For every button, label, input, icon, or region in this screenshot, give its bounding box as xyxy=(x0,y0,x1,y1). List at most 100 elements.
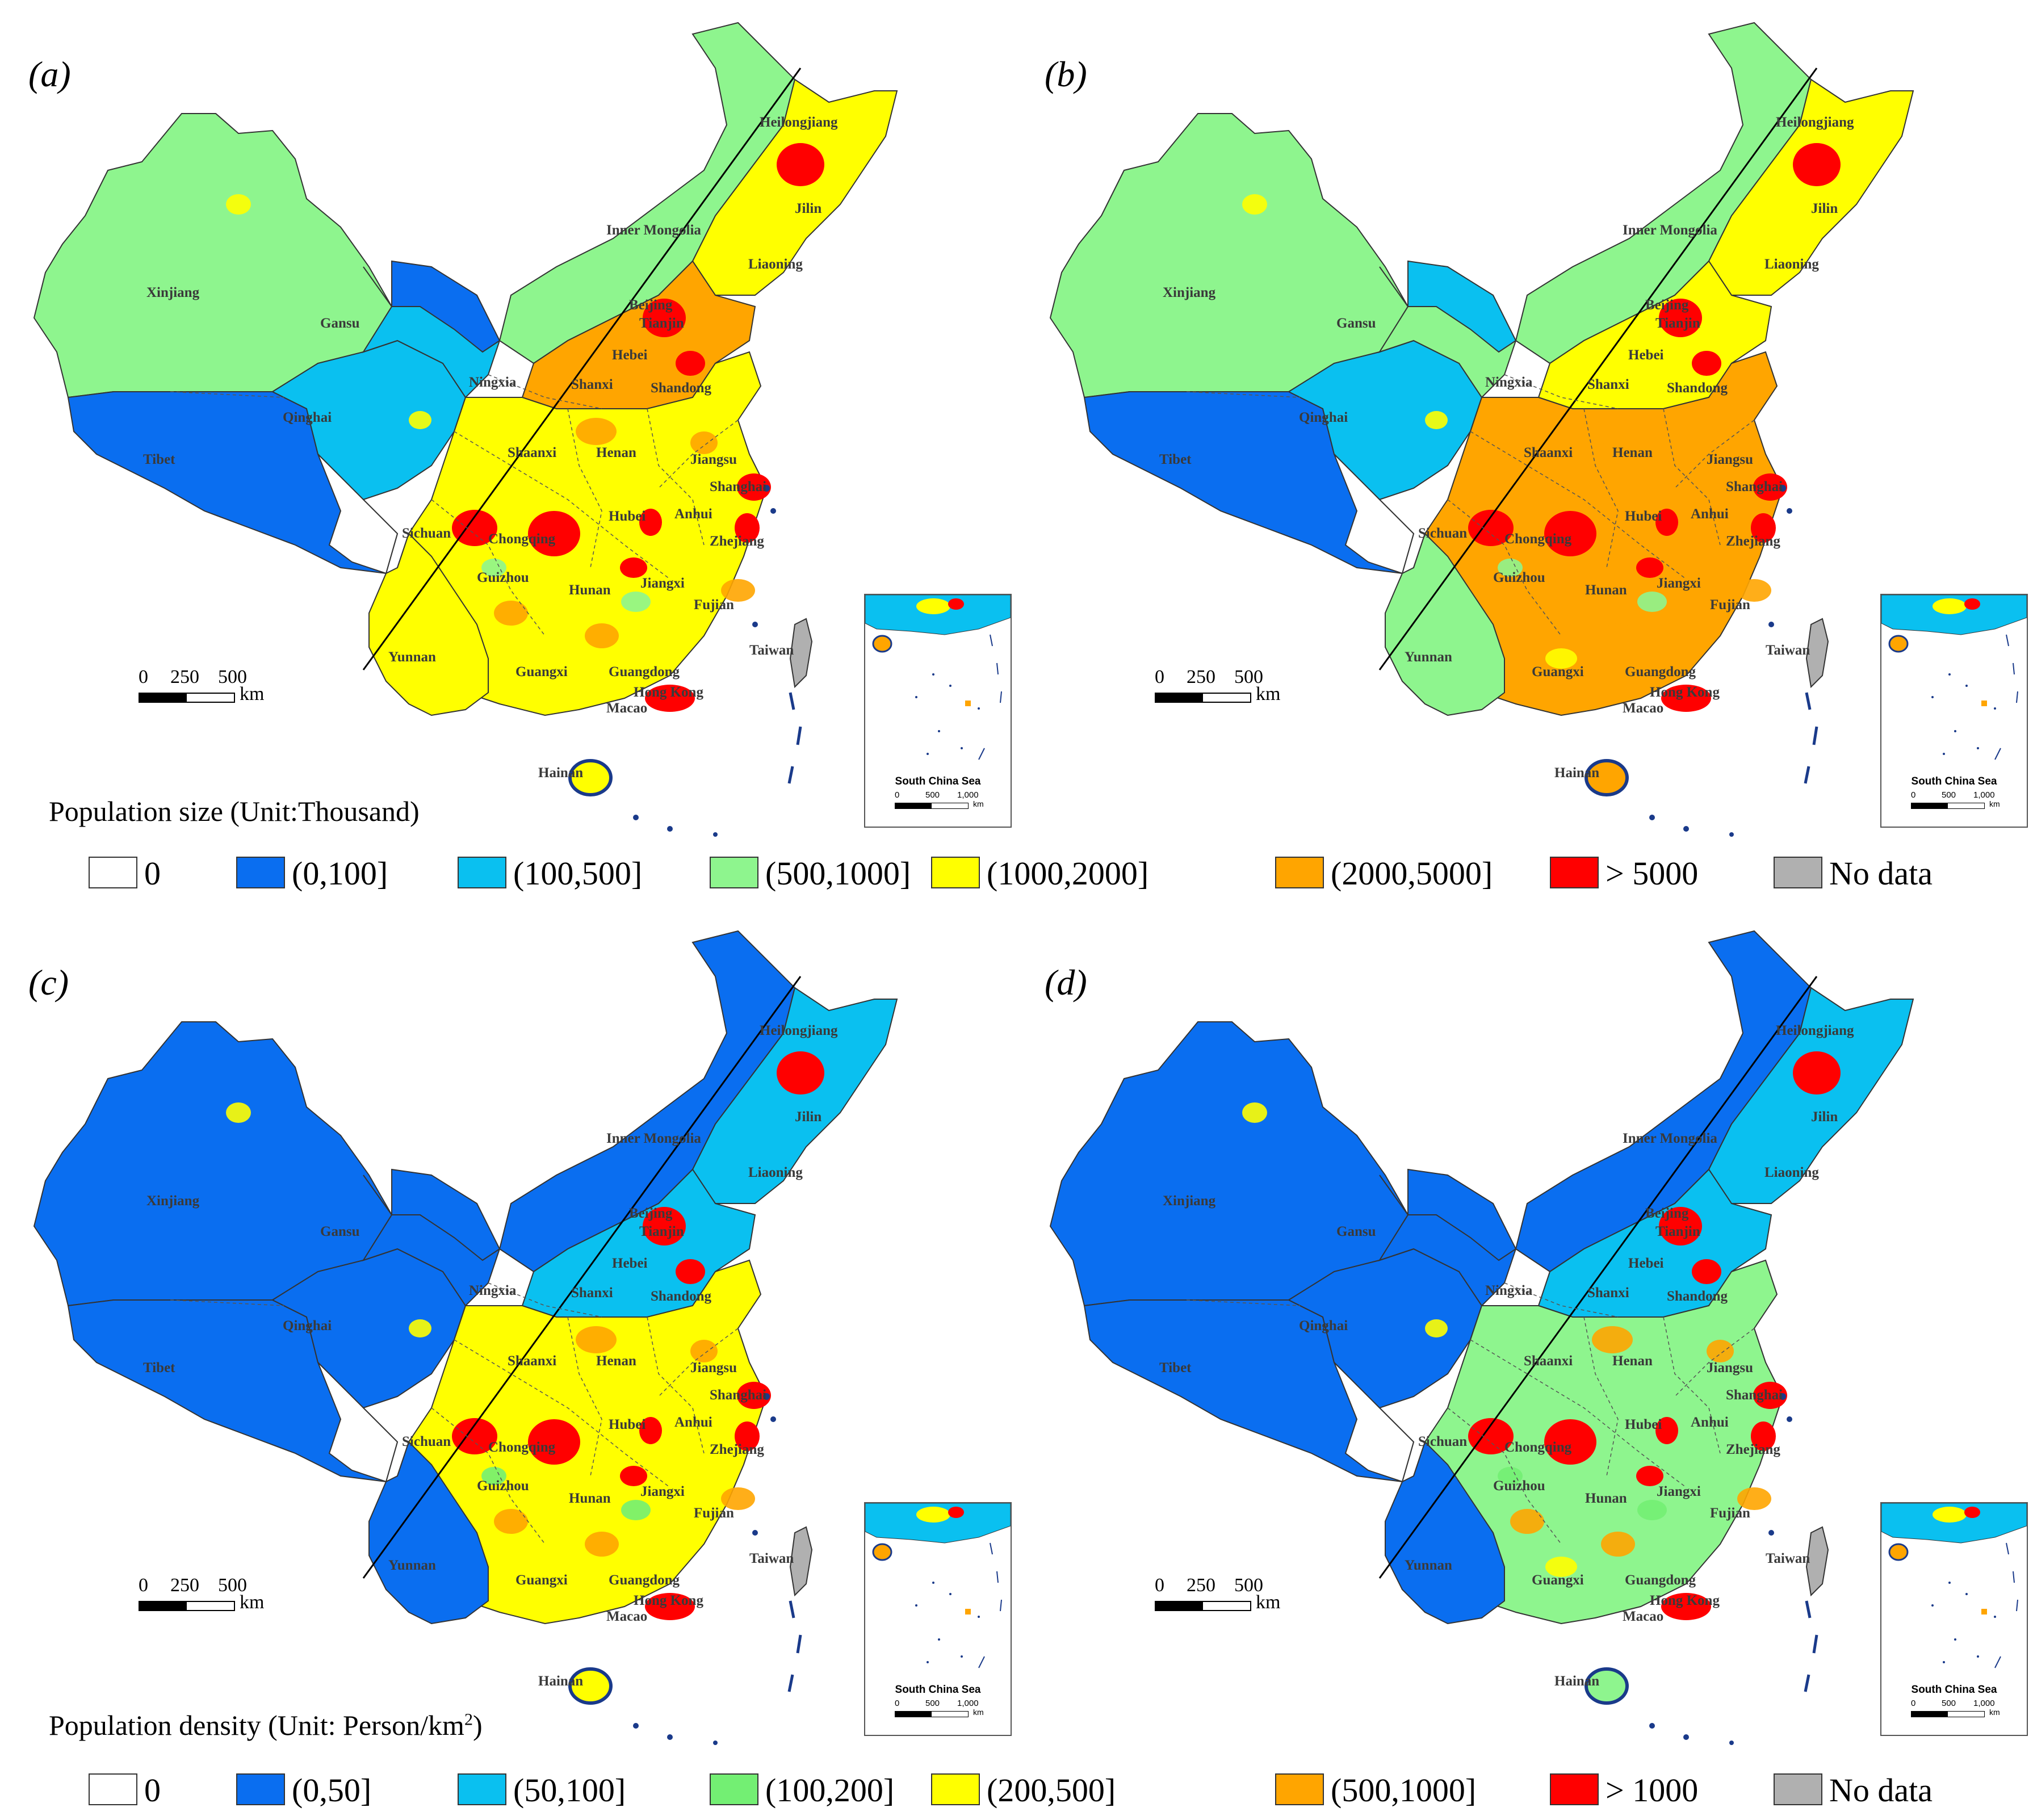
province-label: Gansu xyxy=(320,316,360,331)
legend-label: (500,1000] xyxy=(765,855,911,892)
province-label: Shanghai xyxy=(1726,479,1783,494)
province-label: Shanxi xyxy=(571,377,613,392)
scale-bar: 0 250 500 km xyxy=(139,666,265,704)
province-label: Fujian xyxy=(1710,597,1750,613)
province-label: Inner Mongolia xyxy=(1623,223,1717,238)
province-label: Gansu xyxy=(320,1224,360,1239)
province-label: Tianjin xyxy=(639,316,684,331)
south-china-sea-inset: South China Sea 0 500 1,000 km xyxy=(864,594,1012,828)
province-label: Hainan xyxy=(538,1674,584,1689)
china-map xyxy=(33,22,898,837)
province-label: Jiangxi xyxy=(1657,576,1701,591)
province-label: Jilin xyxy=(795,201,822,216)
province-label: Chongqing xyxy=(488,531,556,547)
province-label: Hebei xyxy=(612,1256,648,1271)
coastline-islands xyxy=(633,1393,776,1745)
province-label: Guangdong xyxy=(1625,1572,1696,1588)
province-label: Ningxia xyxy=(1485,375,1533,390)
province-label: Guizhou xyxy=(477,1478,529,1494)
hu-line xyxy=(1378,68,1818,670)
province-label: Beijing xyxy=(1645,297,1689,313)
legend-swatch xyxy=(236,857,285,888)
province-label: Heilongjiang xyxy=(760,1023,838,1038)
province-label: Shanxi xyxy=(571,1285,613,1301)
province-label: Liaoning xyxy=(1764,257,1819,272)
legend-swatch xyxy=(1550,1773,1599,1805)
legend-size: 0 (0,100] (100,500] (500,1000] (1000,2000] (2… xyxy=(0,854,2033,894)
province-label: Tianjin xyxy=(1655,316,1700,331)
region-xinjiang xyxy=(1049,1021,1409,1307)
province-label: Shaanxi xyxy=(508,1353,557,1369)
green-patches xyxy=(481,1467,651,1520)
province-label: Beijing xyxy=(629,297,673,313)
region-empty xyxy=(1334,454,1415,574)
province-label: Hebei xyxy=(612,347,648,363)
legend-swatch xyxy=(236,1773,285,1805)
map-panel-b: (b) Heilongjiang Jilin Liaoning Inner Mongol… xyxy=(1016,0,2032,840)
province-label: Zhejiang xyxy=(1726,534,1780,549)
legend-label: No data xyxy=(1829,1772,1933,1809)
province-label: Sichuan xyxy=(1418,1434,1468,1449)
legend-swatch xyxy=(458,1773,506,1805)
province-label: Tianjin xyxy=(1655,1224,1700,1239)
region-northwest-block xyxy=(1407,1168,1517,1261)
region-hainan xyxy=(568,759,613,796)
province-label: Hunan xyxy=(569,1491,611,1506)
legend-swatch xyxy=(89,857,137,888)
legend-swatch xyxy=(1275,1773,1324,1805)
legend-density-title: Population density (Unit: Person/km2) xyxy=(49,1709,483,1741)
province-borders xyxy=(170,374,739,636)
panel-letter: (b) xyxy=(1045,54,1087,94)
province-label: Macao xyxy=(1623,1609,1664,1624)
inset-map xyxy=(865,595,1011,760)
province-label: Guizhou xyxy=(1493,570,1545,585)
legend-label: (50,100] xyxy=(513,1772,626,1809)
province-label: Qinghai xyxy=(1299,1318,1348,1333)
region-taiwan xyxy=(1805,1526,1829,1597)
inset-map xyxy=(1881,1503,2027,1668)
province-label: Jiangsu xyxy=(690,452,737,467)
province-label: Tianjin xyxy=(639,1224,684,1239)
province-label: Anhui xyxy=(674,506,712,522)
province-label: Gansu xyxy=(1336,316,1376,331)
province-label: Heilongjiang xyxy=(1776,1023,1854,1038)
legend-label: (0,50] xyxy=(292,1772,372,1809)
province-label: Xinjiang xyxy=(146,285,200,300)
province-label: Guangdong xyxy=(609,664,680,680)
province-label: Taiwan xyxy=(749,1551,794,1566)
orange-patches xyxy=(1510,418,1771,648)
legend-label: 0 xyxy=(144,855,161,892)
province-label: Xinjiang xyxy=(146,1193,200,1209)
province-label: Anhui xyxy=(674,1415,712,1430)
coastline-islands xyxy=(633,485,776,837)
scale-bar: 0 250 500 km xyxy=(139,1575,265,1613)
region-northeast xyxy=(1708,78,1914,296)
province-label: Henan xyxy=(596,1353,636,1369)
hotspots xyxy=(452,1051,824,1620)
province-label: Inner Mongolia xyxy=(1623,1131,1717,1146)
province-label: Hong Kong xyxy=(1650,685,1720,700)
province-label: Shanxi xyxy=(1587,377,1629,392)
region-empty xyxy=(317,454,399,574)
province-label: Heilongjiang xyxy=(1776,115,1854,130)
province-borders xyxy=(1186,1282,1755,1545)
province-label: Qinghai xyxy=(283,1318,332,1333)
province-label: Gansu xyxy=(1336,1224,1376,1239)
province-label: Chongqing xyxy=(1504,531,1572,547)
province-label: Anhui xyxy=(1691,1415,1729,1430)
province-label: Macao xyxy=(606,1609,648,1624)
province-label: Jilin xyxy=(795,1109,822,1125)
province-label: Jiangxi xyxy=(1657,1484,1701,1499)
province-label: Liaoning xyxy=(1764,1165,1819,1180)
province-label: Hainan xyxy=(538,765,584,781)
province-label: Beijing xyxy=(629,1206,673,1221)
province-label: Shandong xyxy=(1667,1289,1728,1304)
hu-line xyxy=(1378,976,1818,1579)
province-label: Beijing xyxy=(1645,1206,1689,1221)
province-label: Shaanxi xyxy=(1524,445,1573,460)
province-label: Heilongjiang xyxy=(760,115,838,130)
province-label: Hebei xyxy=(1628,1256,1664,1271)
province-label: Hubei xyxy=(609,1417,646,1432)
province-label: Jiangsu xyxy=(1707,1360,1753,1376)
province-label: Ningxia xyxy=(1485,1283,1533,1298)
